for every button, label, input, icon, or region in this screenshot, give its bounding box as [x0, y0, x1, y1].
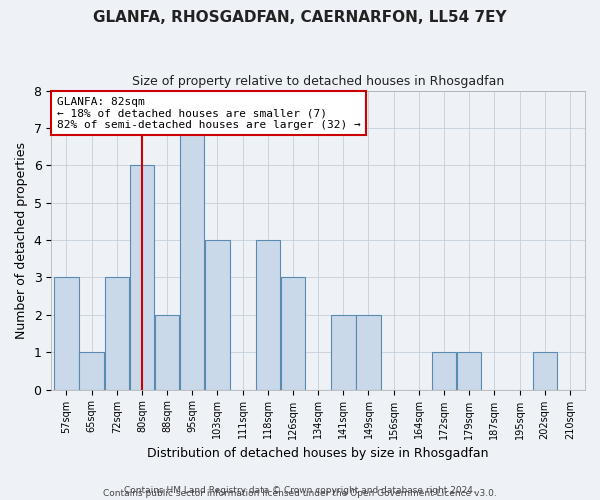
- Text: Contains HM Land Registry data © Crown copyright and database right 2024.: Contains HM Land Registry data © Crown c…: [124, 486, 476, 495]
- Bar: [356, 315, 381, 390]
- Bar: [130, 166, 154, 390]
- Bar: [155, 315, 179, 390]
- Bar: [180, 128, 205, 390]
- Y-axis label: Number of detached properties: Number of detached properties: [15, 142, 28, 338]
- Bar: [281, 278, 305, 390]
- Text: GLANFA: 82sqm
← 18% of detached houses are smaller (7)
82% of semi-detached hous: GLANFA: 82sqm ← 18% of detached houses a…: [56, 96, 361, 130]
- Bar: [104, 278, 129, 390]
- Text: GLANFA, RHOSGADFAN, CAERNARFON, LL54 7EY: GLANFA, RHOSGADFAN, CAERNARFON, LL54 7EY: [93, 10, 507, 25]
- X-axis label: Distribution of detached houses by size in Rhosgadfan: Distribution of detached houses by size …: [148, 447, 489, 460]
- Bar: [432, 352, 456, 390]
- Title: Size of property relative to detached houses in Rhosgadfan: Size of property relative to detached ho…: [132, 75, 504, 88]
- Bar: [331, 315, 356, 390]
- Bar: [256, 240, 280, 390]
- Text: Contains public sector information licensed under the Open Government Licence v3: Contains public sector information licen…: [103, 488, 497, 498]
- Bar: [457, 352, 481, 390]
- Bar: [205, 240, 230, 390]
- Bar: [54, 278, 79, 390]
- Bar: [79, 352, 104, 390]
- Bar: [533, 352, 557, 390]
